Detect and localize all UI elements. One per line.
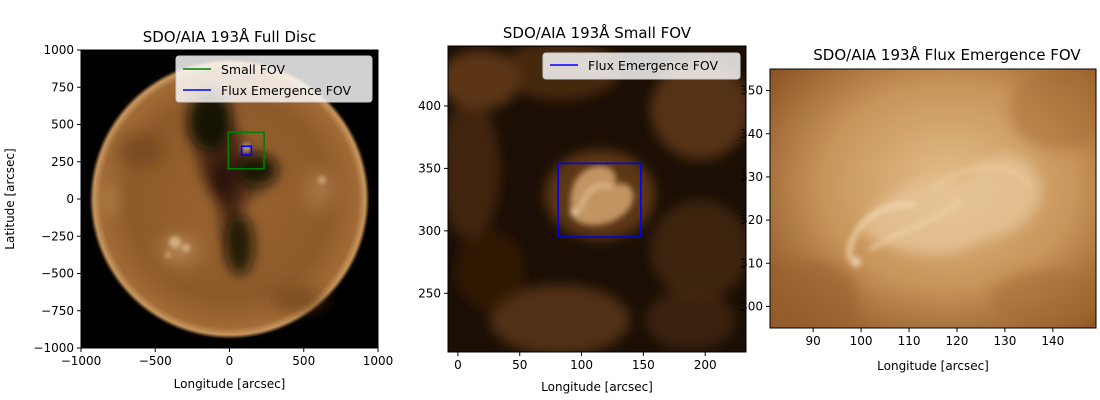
small-fov-xlabel: Longitude [arcsec] bbox=[541, 380, 653, 394]
y-tick-label: 250 bbox=[418, 286, 441, 300]
y-tick-label: 500 bbox=[51, 118, 74, 132]
y-tick-label: 750 bbox=[51, 80, 74, 94]
x-tick-label: 100 bbox=[850, 334, 873, 348]
legend-flux-fov-label: Flux Emergence FOV bbox=[588, 58, 719, 73]
y-tick-label: −1000 bbox=[33, 341, 74, 355]
full-disc-panel: SDO/AIA 193Å Full Disc bbox=[3, 27, 393, 391]
flux-fov-title: SDO/AIA 193Å Flux Emergence FOV bbox=[813, 45, 1081, 64]
y-tick-label: 0 bbox=[66, 192, 74, 206]
x-tick-label: 50 bbox=[512, 358, 527, 372]
small-fov-overlays bbox=[557, 162, 642, 238]
x-tick-label: 120 bbox=[946, 334, 969, 348]
x-tick-label: 110 bbox=[898, 334, 921, 348]
y-tick-label: 350 bbox=[418, 161, 441, 175]
flux-emergence-fov-box bbox=[557, 162, 642, 238]
legend-small-fov-label: Small FOV bbox=[221, 62, 285, 77]
y-tick-label: 320 bbox=[740, 213, 763, 227]
y-tick-label: 1000 bbox=[43, 43, 74, 57]
y-tick-label: 250 bbox=[51, 155, 74, 169]
y-tick-label: 300 bbox=[740, 299, 763, 313]
y-tick-label: −250 bbox=[41, 229, 74, 243]
small-fov-box bbox=[227, 131, 265, 170]
x-tick-label: 500 bbox=[292, 354, 315, 368]
legend-flux-fov-label: Flux Emergence FOV bbox=[221, 83, 352, 98]
x-tick-label: 200 bbox=[694, 358, 717, 372]
x-tick-label: 0 bbox=[454, 358, 462, 372]
x-tick-label: 150 bbox=[632, 358, 655, 372]
small-fov-image bbox=[448, 46, 746, 352]
x-tick-label: 90 bbox=[806, 334, 821, 348]
x-tick-label: 140 bbox=[1041, 334, 1064, 348]
y-tick-label: 310 bbox=[740, 256, 763, 270]
full-disc-legend: Small FOV Flux Emergence FOV bbox=[175, 55, 373, 103]
flux-emergence-fov-box bbox=[240, 145, 253, 156]
full-disc-fov-overlays bbox=[227, 131, 265, 170]
y-tick-label: 340 bbox=[740, 127, 763, 141]
x-tick-label: −1000 bbox=[61, 354, 102, 368]
y-tick-label: 330 bbox=[740, 170, 763, 184]
x-tick-label: 0 bbox=[226, 354, 234, 368]
flux-fov-xlabel: Longitude [arcsec] bbox=[877, 359, 989, 373]
small-fov-frame bbox=[447, 45, 747, 353]
small-fov-panel: SDO/AIA 193Å Small FOV 0 50 100 150 2 bbox=[418, 23, 747, 394]
y-tick-label: 350 bbox=[740, 84, 763, 98]
small-fov-title: SDO/AIA 193Å Small FOV bbox=[503, 23, 692, 42]
flux-fov-panel: SDO/AIA 193Å Flux Emergence FOV 90 100 110… bbox=[740, 45, 1097, 373]
small-fov-legend: Flux Emergence FOV bbox=[542, 52, 741, 80]
x-tick-label: 100 bbox=[570, 358, 593, 372]
flux-fov-image bbox=[770, 69, 1096, 328]
y-tick-label: 400 bbox=[418, 99, 441, 113]
flux-fov-axes: 90 100 110 120 130 140 300 310 320 330 340 350 bbox=[740, 84, 1064, 348]
full-disc-xlabel: Longitude [arcsec] bbox=[174, 377, 286, 391]
full-disc-title: SDO/AIA 193Å Full Disc bbox=[143, 27, 317, 46]
y-tick-label: −500 bbox=[41, 267, 74, 281]
y-tick-label: −750 bbox=[41, 304, 74, 318]
flux-fov-frame bbox=[769, 68, 1097, 329]
x-tick-label: 1000 bbox=[363, 354, 394, 368]
y-tick-label: 300 bbox=[418, 224, 441, 238]
full-disc-ylabel: Latitude [arcsec] bbox=[3, 148, 17, 249]
x-tick-label: 130 bbox=[993, 334, 1016, 348]
small-fov-axes: 0 50 100 150 200 250 300 350 400 bbox=[418, 99, 717, 372]
x-tick-label: −500 bbox=[139, 354, 172, 368]
full-disc-axes: −1000 −500 0 500 1000 −1000 −750 −500 −250 0 250 50… bbox=[33, 43, 393, 368]
